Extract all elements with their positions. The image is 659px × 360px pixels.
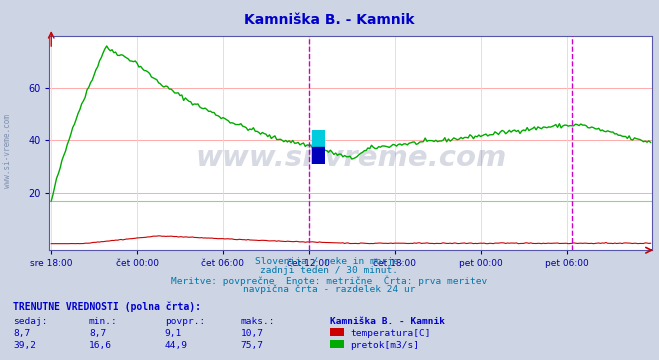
Text: sedaj:: sedaj: xyxy=(13,317,47,326)
Text: zadnji teden / 30 minut.: zadnji teden / 30 minut. xyxy=(260,266,399,275)
Text: 16,6: 16,6 xyxy=(89,341,112,350)
Text: 39,2: 39,2 xyxy=(13,341,36,350)
Text: 8,7: 8,7 xyxy=(13,329,30,338)
Text: 9,1: 9,1 xyxy=(165,329,182,338)
Text: temperatura[C]: temperatura[C] xyxy=(351,329,431,338)
Text: navpična črta - razdelek 24 ur: navpična črta - razdelek 24 ur xyxy=(243,284,416,294)
Text: 44,9: 44,9 xyxy=(165,341,188,350)
Text: Slovenija / reke in morje.: Slovenija / reke in morje. xyxy=(255,257,404,266)
Text: Kamniška B. - Kamnik: Kamniška B. - Kamnik xyxy=(330,317,445,326)
Text: TRENUTNE VREDNOSTI (polna črta):: TRENUTNE VREDNOSTI (polna črta): xyxy=(13,302,201,312)
Text: 75,7: 75,7 xyxy=(241,341,264,350)
Text: 8,7: 8,7 xyxy=(89,329,106,338)
Text: 10,7: 10,7 xyxy=(241,329,264,338)
Text: Kamniška B. - Kamnik: Kamniška B. - Kamnik xyxy=(244,13,415,27)
Bar xyxy=(312,147,325,164)
Text: www.si-vreme.com: www.si-vreme.com xyxy=(195,144,507,172)
Text: www.si-vreme.com: www.si-vreme.com xyxy=(3,114,13,188)
Text: maks.:: maks.: xyxy=(241,317,275,326)
Text: min.:: min.: xyxy=(89,317,118,326)
Text: povpr.:: povpr.: xyxy=(165,317,205,326)
Text: Meritve: povprečne  Enote: metrične  Črta: prva meritev: Meritve: povprečne Enote: metrične Črta:… xyxy=(171,275,488,286)
Bar xyxy=(312,130,325,164)
Text: pretok[m3/s]: pretok[m3/s] xyxy=(351,341,420,350)
